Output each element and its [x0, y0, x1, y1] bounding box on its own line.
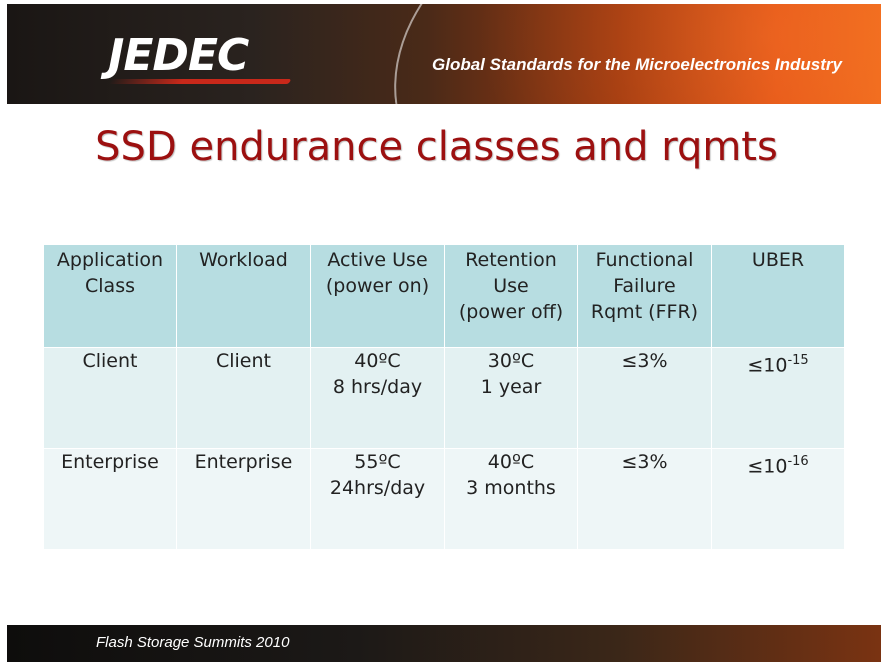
logo-swoosh — [108, 79, 292, 84]
endurance-classes-table: Application Class Workload Active Use (p… — [43, 244, 845, 550]
cell-retention-use: 40ºC 3 months — [444, 448, 578, 550]
header-line: Rqmt (FFR) — [590, 301, 699, 323]
uber-exponent: -16 — [787, 454, 809, 469]
jedec-logo: JEDEC — [108, 30, 249, 81]
cell-workload: Client — [176, 347, 311, 449]
cell-application-class: Enterprise — [43, 448, 177, 550]
table-header-row: Application Class Workload Active Use (p… — [43, 244, 845, 348]
uber-base: ≤10 — [747, 455, 788, 478]
header-line: Failure — [613, 275, 676, 297]
header-glow — [427, 4, 881, 104]
cell-line: 40ºC — [354, 350, 401, 372]
header-line: Application — [56, 249, 164, 271]
cell-line: 40ºC — [487, 451, 535, 473]
header-workload: Workload — [176, 244, 311, 348]
cell-retention-use: 30ºC 1 year — [444, 347, 578, 449]
cell-active-use: 55ºC 24hrs/day — [310, 448, 445, 550]
slide-title: SSD endurance classes and rqmts — [95, 124, 778, 170]
header-retention-use: Retention Use (power off) — [444, 244, 578, 348]
table-row: Client Client 40ºC 8 hrs/day 30ºC 1 year… — [43, 347, 845, 449]
cell-line: 30ºC — [487, 350, 535, 372]
header-banner — [7, 4, 881, 104]
header-line: Workload — [199, 249, 288, 271]
cell-application-class: Client — [43, 347, 177, 449]
header-functional-failure: Functional Failure Rqmt (FFR) — [577, 244, 712, 348]
header-application-class: Application Class — [43, 244, 177, 348]
cell-line: 24hrs/day — [329, 477, 426, 499]
header-line: (power off) — [458, 301, 564, 323]
header-line: Class — [85, 275, 135, 297]
cell-line: 3 months — [466, 477, 556, 499]
uber-base: ≤10 — [747, 354, 788, 377]
footer-banner — [7, 625, 881, 662]
cell-ffr: ≤3% — [577, 448, 712, 550]
cell-line: 55ºC — [354, 451, 401, 473]
header-line: Retention — [465, 249, 557, 271]
cell-uber: ≤10-16 — [711, 448, 845, 550]
header-line: Use — [493, 275, 529, 297]
cell-active-use: 40ºC 8 hrs/day — [310, 347, 445, 449]
header-arc-decoration — [365, 4, 881, 104]
cell-line: 8 hrs/day — [332, 376, 423, 398]
footer-text: Flash Storage Summits 2010 — [96, 634, 290, 651]
header-uber: UBER — [711, 244, 845, 348]
cell-line: 1 year — [480, 376, 542, 398]
header-tagline: Global Standards for the Microelectronic… — [432, 55, 842, 74]
header-line: Active Use — [327, 249, 428, 271]
header-line: (power on) — [325, 275, 430, 297]
table-row: Enterprise Enterprise 55ºC 24hrs/day 40º… — [43, 448, 845, 550]
cell-ffr: ≤3% — [577, 347, 712, 449]
uber-exponent: -15 — [787, 353, 809, 368]
header-line: Functional — [595, 249, 694, 271]
cell-workload: Enterprise — [176, 448, 311, 550]
cell-uber: ≤10-15 — [711, 347, 845, 449]
header-line: UBER — [751, 249, 805, 271]
header-active-use: Active Use (power on) — [310, 244, 445, 348]
